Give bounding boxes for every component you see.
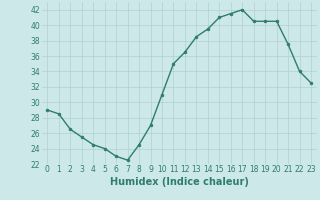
X-axis label: Humidex (Indice chaleur): Humidex (Indice chaleur) [110,177,249,187]
